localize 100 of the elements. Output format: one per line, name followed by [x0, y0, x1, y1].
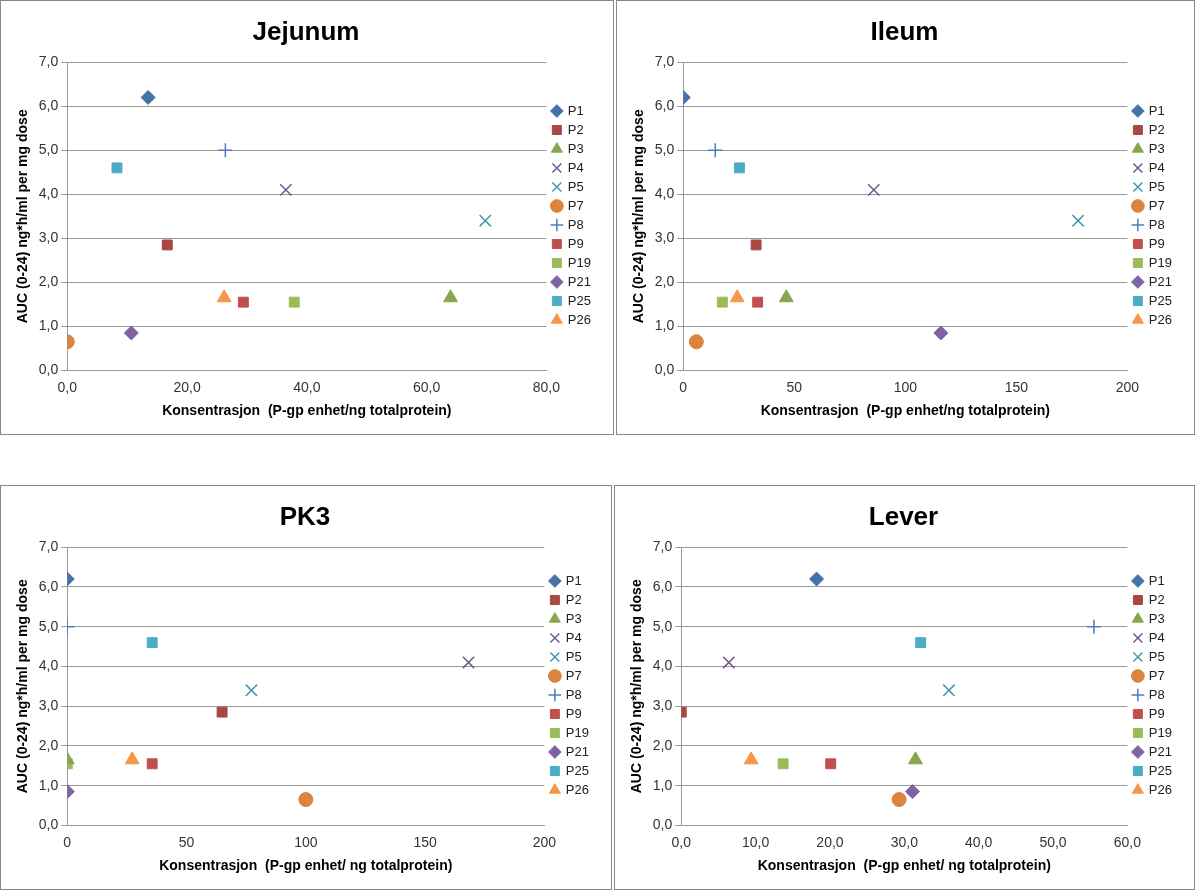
y-tick-label: 3,0	[38, 697, 59, 714]
point	[777, 758, 789, 770]
point	[478, 214, 492, 228]
y-tick-label: 1,0	[38, 317, 59, 334]
y-axis-title: AUC (0-24) ng*h/ml per mg dose	[630, 109, 647, 324]
legend-label: P3	[567, 140, 584, 156]
y-tick-label: 2,0	[654, 273, 675, 290]
y-tick-label: 0,0	[38, 816, 59, 833]
legend-label: P7	[565, 667, 582, 683]
legend-label: P4	[567, 159, 584, 175]
x-tick-label: 60,0	[412, 378, 441, 395]
y-tick-label: 7,0	[654, 53, 675, 70]
x-tick-label: 0	[679, 378, 688, 395]
point	[904, 784, 920, 800]
y-tick-label: 2,0	[38, 736, 59, 753]
y-tick-label: 5,0	[38, 617, 59, 634]
y-tick-label: 0,0	[654, 361, 675, 378]
y-tick-label: 6,0	[652, 577, 673, 594]
legend-label: P21	[565, 743, 590, 759]
x-tick-label: 80,0	[532, 378, 561, 395]
y-axis-title: AUC (0-24) ng*h/ml per mg dose	[14, 579, 31, 794]
point	[1086, 618, 1102, 635]
point	[750, 239, 762, 251]
point	[707, 142, 723, 159]
legend-label: P2	[1148, 591, 1165, 607]
point	[279, 183, 293, 197]
legend-label: P4	[1148, 629, 1165, 645]
y-tick-label: 3,0	[652, 697, 673, 714]
x-tick-label: 200	[532, 833, 557, 850]
y-tick-label: 4,0	[38, 657, 59, 674]
y-tick-label: 6,0	[38, 577, 59, 594]
legend-label: P8	[565, 686, 582, 702]
legend-label: P9	[567, 235, 584, 251]
legend-label: P1	[567, 102, 584, 118]
x-tick-label: 20,0	[816, 833, 844, 850]
point	[825, 758, 837, 770]
point	[111, 162, 123, 174]
y-tick-label: 1,0	[652, 776, 673, 793]
x-tick-label: 60,0	[1113, 833, 1142, 850]
y-tick-label: 5,0	[652, 617, 673, 634]
legend-label: P25	[1148, 292, 1173, 308]
legend-label: P4	[565, 629, 582, 645]
legend-label: P25	[565, 762, 590, 778]
legend-label: P9	[1148, 705, 1165, 721]
legend-label: P2	[567, 121, 584, 137]
point	[933, 325, 949, 341]
legend-label: P3	[1148, 610, 1165, 626]
x-tick-label: 50,0	[1039, 833, 1067, 850]
x-tick-label: 40,0	[965, 833, 993, 850]
legend-label: P8	[567, 216, 584, 232]
legend-label: P5	[567, 178, 584, 194]
y-tick-label: 1,0	[654, 317, 675, 334]
x-tick-label: 40,0	[293, 378, 321, 395]
point	[867, 183, 881, 197]
legend-label: P7	[567, 197, 584, 213]
legend-label: P8	[1148, 686, 1165, 702]
point	[140, 89, 156, 105]
chart-title: PK3	[279, 500, 331, 531]
y-tick-label: 6,0	[38, 97, 59, 114]
y-tick-label: 7,0	[652, 538, 673, 555]
legend-label: P2	[1148, 121, 1165, 137]
legend-label: P2	[565, 591, 582, 607]
point	[891, 792, 907, 808]
y-axis-title: AUC (0-24) ng*h/ml per mg dose	[628, 579, 645, 794]
legend-label: P19	[1148, 254, 1173, 270]
x-axis-title: Konsentrasjon (P-gp enhet/ng totalprotein)	[760, 402, 1050, 419]
x-tick-label: 0,0	[57, 378, 78, 395]
point	[942, 683, 956, 697]
y-tick-label: 5,0	[38, 141, 59, 158]
y-tick-label: 0,0	[652, 816, 673, 833]
x-tick-label: 200	[1115, 378, 1140, 395]
point	[722, 656, 736, 669]
legend-label: P21	[1148, 273, 1173, 289]
legend-label: P3	[565, 610, 582, 626]
x-tick-label: 10,0	[741, 833, 770, 850]
y-tick-label: 7,0	[38, 53, 59, 70]
y-tick-label: 5,0	[654, 141, 675, 158]
y-tick-label: 6,0	[654, 97, 675, 114]
legend-label: P21	[1148, 743, 1173, 759]
legend-label: P26	[565, 781, 590, 797]
point	[743, 751, 759, 765]
x-axis-title: Konsentrasjon (P-gp enhet/ng totalprotein)	[162, 402, 452, 419]
x-tick-label: 20,0	[173, 378, 201, 395]
point	[123, 325, 139, 341]
point	[908, 751, 923, 765]
legend-label: P19	[567, 254, 592, 270]
point	[216, 706, 228, 718]
legend-label: P1	[1148, 572, 1165, 588]
legend-label: P9	[565, 705, 582, 721]
legend-label: P19	[1148, 724, 1173, 740]
legend-label: P26	[1148, 781, 1173, 797]
point	[729, 289, 745, 303]
legend-label: P3	[1148, 140, 1165, 156]
point	[1071, 214, 1085, 228]
point	[809, 571, 825, 587]
legend-label: P1	[565, 572, 582, 588]
legend-label: P19	[565, 724, 590, 740]
point	[443, 289, 458, 303]
x-tick-label: 150	[1004, 378, 1029, 395]
point	[778, 289, 794, 303]
